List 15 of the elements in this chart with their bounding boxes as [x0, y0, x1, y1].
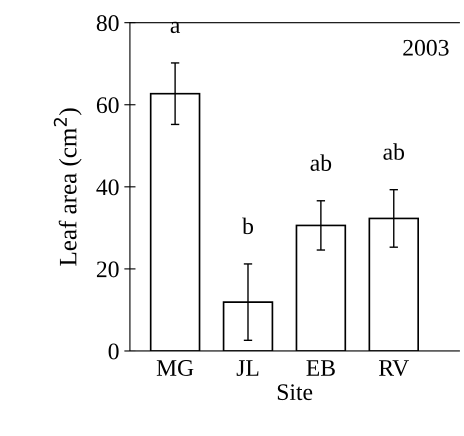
annotation: 2003: [403, 40, 449, 56]
annotation: ab: [383, 143, 404, 160]
x-tick-label: EB: [306, 360, 335, 376]
y-tick-label: 80: [96, 15, 119, 32]
x-tick-label: JL: [236, 360, 258, 376]
annotation: b: [242, 218, 253, 234]
x-axis-title: Site: [278, 384, 312, 400]
y-tick-label: 60: [96, 97, 119, 114]
x-tick-label: MG: [156, 360, 194, 376]
y-tick-label: 40: [96, 179, 119, 196]
y-tick-label: 20: [96, 261, 119, 278]
x-tick-label: RV: [378, 360, 409, 376]
annotation: ab: [310, 154, 332, 171]
y-axis-title: Leaf area (cm$^{2}$): [54, 108, 82, 266]
y-tick-label: 0: [108, 343, 119, 360]
